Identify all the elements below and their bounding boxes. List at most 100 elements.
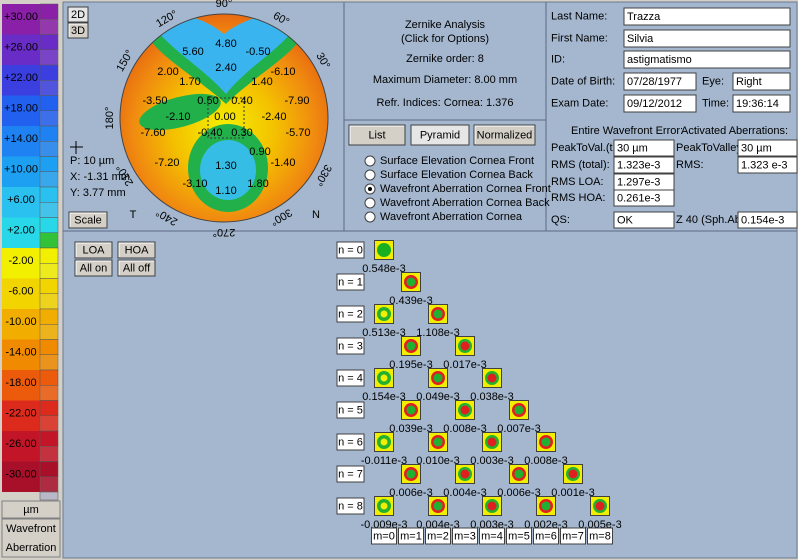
radio[interactable]: [364, 197, 376, 209]
radio[interactable]: [364, 155, 376, 167]
scale-cell: [39, 217, 59, 233]
angle-label: 180°: [104, 107, 116, 130]
order-label: n = 4: [338, 372, 363, 384]
column-label: m=6: [535, 530, 557, 542]
patient-label: First Name:: [551, 32, 608, 44]
order-label-box: [336, 433, 365, 451]
angle-label: 270°: [213, 226, 236, 238]
map-value: -0.50: [245, 46, 270, 58]
order-label-box: [336, 401, 365, 419]
map-zone: [139, 93, 221, 131]
scale-label: -22.00: [5, 407, 36, 419]
info-indices: Refr. Indices: Cornea: 1.376: [377, 97, 514, 109]
order-label-box: [336, 497, 365, 515]
mode-icon-fill: [406, 469, 416, 479]
view-3d[interactable]: [67, 22, 89, 39]
mode-icon-fill: [487, 437, 497, 447]
mode-icon-fill: [487, 501, 497, 511]
metric-value-box: [613, 189, 675, 207]
scale-cell: [39, 415, 59, 432]
toggle-button-bevel: [75, 242, 111, 257]
view-2d-label: 2D: [71, 9, 85, 21]
radio[interactable]: [364, 211, 376, 223]
scale-button[interactable]: [68, 211, 108, 229]
column-label-box: [587, 527, 613, 545]
nasal-label: N: [312, 209, 320, 221]
scale-cell: [39, 339, 59, 355]
map-zone: [160, 14, 292, 95]
view-2d[interactable]: [67, 6, 89, 23]
scale-unit-box: [1, 500, 61, 519]
map-value: 2.40: [215, 62, 236, 74]
column-label-box: [479, 527, 505, 545]
toggle-button-bevel: [118, 242, 154, 257]
order-label: n = 6: [338, 436, 363, 448]
map-value: -7.90: [284, 95, 309, 107]
toggle-button[interactable]: [74, 241, 113, 259]
order-label-box: [336, 305, 365, 323]
scale-caption: Aberration: [6, 542, 57, 554]
scale-cell: [39, 400, 59, 416]
column-label-box: [425, 527, 451, 545]
map-value: 5.60: [182, 46, 203, 58]
order-label: n = 8: [338, 500, 363, 512]
view-tab[interactable]: [348, 124, 406, 146]
mode-icon-fill: [595, 501, 605, 511]
map-value: 0.90: [249, 146, 270, 158]
cursor-readout: Y: 3.77 mm: [70, 187, 126, 199]
radio-label: Wavefront Aberration Cornea Front: [380, 183, 551, 195]
metric-value-box: [613, 211, 675, 229]
patient-label: Eye:: [702, 75, 724, 87]
order-label: n = 3: [338, 340, 363, 352]
mode-icon-fill: [541, 501, 551, 511]
patient-value: 09/12/2012: [627, 98, 682, 110]
metric-value-box: [737, 156, 798, 174]
radio-label: Surface Elevation Cornea Front: [380, 155, 534, 167]
toggle-button[interactable]: [117, 259, 156, 277]
mode-icon-fill: [541, 437, 551, 447]
map-value: -5.70: [285, 127, 310, 139]
metric-value-box: [613, 156, 675, 174]
mode-icon-fill: [487, 373, 497, 383]
scale-band: [2, 309, 40, 340]
view-tab[interactable]: [473, 124, 536, 146]
scale-label: +18.00: [4, 102, 38, 114]
order-label: n = 5: [338, 404, 363, 416]
map-value: -1.40: [270, 157, 295, 169]
toggle-button-label: HOA: [125, 244, 150, 256]
scale-label: +10.00: [4, 163, 38, 175]
scale-caption-box: [1, 518, 61, 558]
scale-label: +14.00: [4, 133, 38, 145]
mode-icon-fill: [380, 438, 388, 446]
mode-icon-fill: [380, 502, 388, 510]
coefficient-value: 0.008e-3: [443, 423, 486, 435]
metric-value: 30 µm: [741, 142, 772, 154]
toggle-button[interactable]: [117, 241, 156, 259]
mode-icon-fill: [377, 243, 391, 257]
scale-band: [2, 217, 40, 248]
radio[interactable]: [364, 169, 376, 181]
scale-cell: [39, 247, 59, 264]
scale-band: [2, 370, 40, 401]
scale-label: +2.00: [7, 224, 35, 236]
patient-value-box: [623, 50, 791, 69]
coefficient-value: 0.007e-3: [497, 423, 540, 435]
coefficient-value: 0.439e-3: [389, 295, 432, 307]
toggle-button[interactable]: [74, 259, 113, 277]
patient-value: Silvia: [627, 33, 654, 45]
info-title: Zernike Analysis: [405, 19, 486, 31]
order-label-box: [336, 241, 365, 259]
column-label: m=1: [400, 530, 422, 542]
mode-icon-fill: [433, 437, 443, 447]
scale-cell: [39, 49, 59, 66]
column-label-box: [398, 527, 424, 545]
map-value: 0.50: [197, 95, 218, 107]
metric-label: PeakToVal.(t: [551, 142, 613, 154]
cursor-readout: P: 10 µm: [70, 155, 114, 167]
view-tab[interactable]: [410, 124, 470, 146]
coefficient-value: 0.548e-3: [362, 263, 405, 275]
map-value: 1.80: [247, 178, 268, 190]
scale-band: [2, 95, 40, 126]
scale-cell: [39, 324, 59, 340]
view-tab-label: List: [368, 129, 385, 141]
